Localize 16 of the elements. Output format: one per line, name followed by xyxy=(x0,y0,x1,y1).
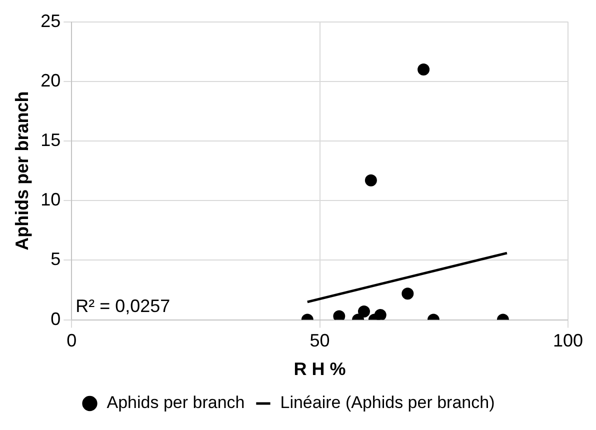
x-tick-label: 100 xyxy=(552,330,584,351)
y-axis-title: Aphids per branch xyxy=(12,91,32,250)
point xyxy=(364,174,377,186)
point xyxy=(418,63,430,76)
annotation: R² = 0,0257 xyxy=(76,296,170,316)
y-tick-label: 0 xyxy=(50,308,61,329)
x-tick-label: 0 xyxy=(66,330,77,351)
y-tick-label: 20 xyxy=(40,70,61,90)
x-axis-title: R H % xyxy=(294,359,346,380)
x-tick-label: 50 xyxy=(310,330,330,351)
legend-label: Linéaire (Aphids per branch) xyxy=(280,393,495,412)
y-tick-label: 5 xyxy=(50,249,61,270)
y-tick-label: 10 xyxy=(40,190,61,210)
y-tick-label: 15 xyxy=(40,130,61,150)
y-tick-label: 25 xyxy=(40,10,61,31)
legend-label: Aphids per branch xyxy=(106,393,245,412)
